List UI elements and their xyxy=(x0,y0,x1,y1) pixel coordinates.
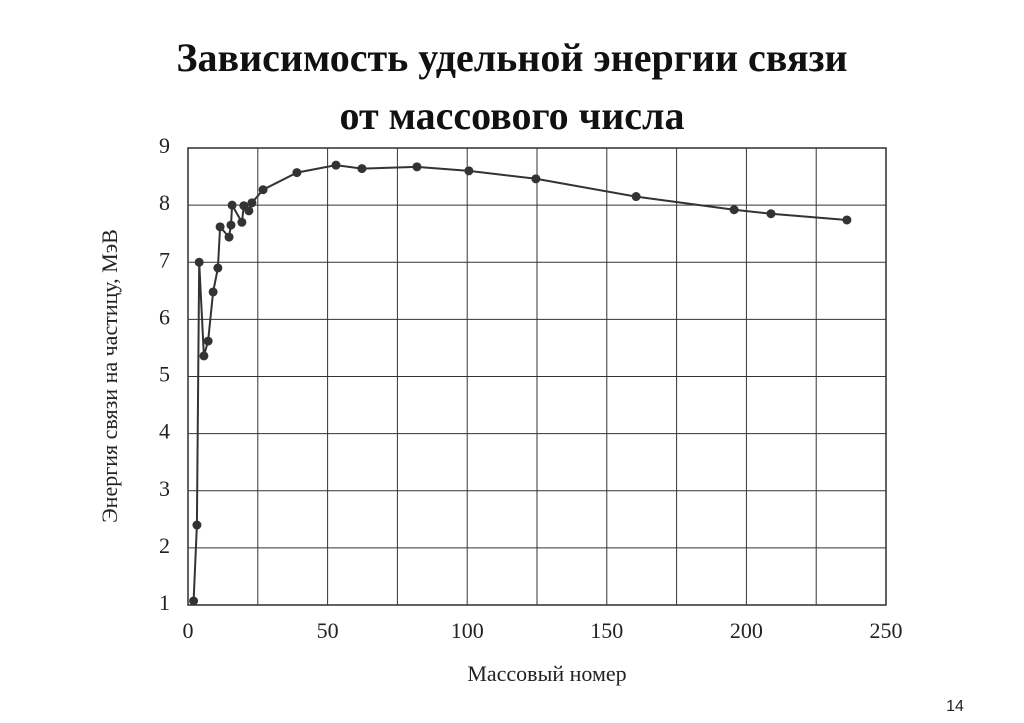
y-tick-label: 8 xyxy=(159,190,170,215)
y-tick-label: 9 xyxy=(159,133,170,158)
slide-title: Зависимость удельной энергии связи xyxy=(176,35,847,80)
data-point xyxy=(412,162,422,172)
y-axis-label: Энергия связи на частицу, МэВ xyxy=(97,229,122,523)
data-point xyxy=(192,520,202,530)
data-point xyxy=(226,220,236,230)
y-tick-label: 2 xyxy=(159,533,170,558)
data-point xyxy=(842,215,852,225)
data-point xyxy=(531,174,541,184)
x-tick-label: 100 xyxy=(451,618,484,643)
x-tick-label: 0 xyxy=(183,618,194,643)
data-point xyxy=(208,287,218,297)
y-tick-label: 4 xyxy=(159,419,170,444)
data-point xyxy=(203,336,213,346)
data-point xyxy=(224,232,234,242)
data-point xyxy=(464,166,474,176)
data-point xyxy=(189,596,199,606)
data-point xyxy=(729,205,739,215)
x-tick-label: 250 xyxy=(870,618,903,643)
x-tick-label: 50 xyxy=(317,618,339,643)
y-tick-label: 6 xyxy=(159,304,170,329)
data-point xyxy=(331,160,341,170)
data-point xyxy=(258,185,268,195)
y-tick-label: 1 xyxy=(159,590,170,615)
y-tick-label: 7 xyxy=(159,247,170,272)
page-number: 14 xyxy=(946,698,964,715)
data-point xyxy=(244,206,254,216)
data-point xyxy=(766,209,776,219)
x-axis-label: Массовый номер xyxy=(467,661,626,686)
data-line xyxy=(192,164,847,602)
data-point xyxy=(292,168,302,178)
data-point xyxy=(199,351,209,361)
data-point xyxy=(194,257,204,267)
y-tick-label: 5 xyxy=(159,362,170,387)
y-tick-label: 3 xyxy=(159,476,170,501)
data-point xyxy=(631,192,641,202)
data-point xyxy=(227,200,237,210)
data-point xyxy=(237,217,247,227)
data-point xyxy=(213,263,223,273)
data-point xyxy=(357,164,367,174)
data-point xyxy=(247,198,257,208)
data-point xyxy=(215,222,225,232)
x-tick-label: 150 xyxy=(590,618,623,643)
x-tick-label: 200 xyxy=(730,618,763,643)
slide-title: от массового числа xyxy=(340,93,685,138)
